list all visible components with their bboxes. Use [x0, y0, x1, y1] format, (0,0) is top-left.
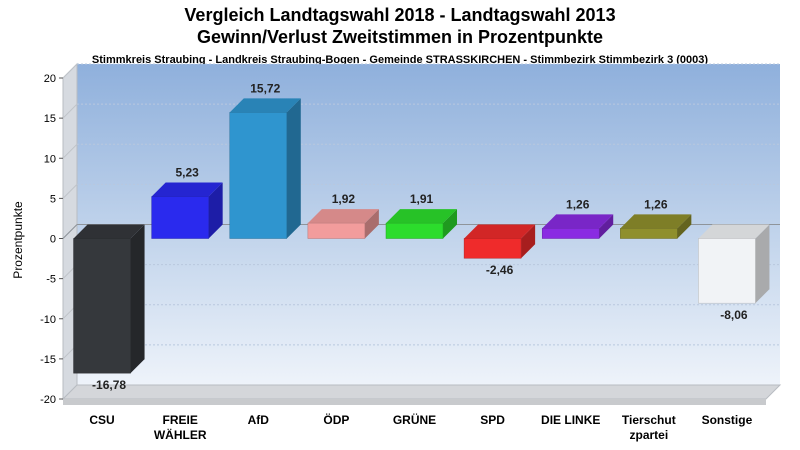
bar-top — [151, 182, 223, 197]
bar-side — [599, 214, 614, 239]
bar-side — [677, 214, 692, 239]
zero-line-side — [62, 224, 78, 239]
bar-front — [385, 222, 444, 239]
bar — [541, 214, 614, 239]
bar — [229, 98, 301, 239]
bar-front — [73, 238, 131, 374]
y-tick-label: -20 — [40, 394, 56, 406]
data-label: 5,23 — [175, 166, 199, 180]
bar-top — [464, 224, 536, 239]
x-tick-label-line: FREIE — [162, 413, 197, 427]
x-tick-label-line: WÄHLER — [154, 427, 207, 442]
y-tick-label: 5 — [50, 193, 56, 205]
x-tick-label-line: ÖDP — [323, 412, 349, 427]
bar-front — [698, 238, 756, 304]
x-tick-label: ÖDP — [323, 412, 349, 427]
x-tick-label-line: CSU — [89, 413, 114, 427]
x-tick-label: Sonstige — [702, 413, 753, 427]
y-tick-label: 10 — [44, 153, 56, 165]
bar-top — [307, 209, 379, 224]
x-tick-label: AfD — [248, 413, 270, 427]
bar-side — [130, 224, 145, 374]
gridline-side — [62, 184, 78, 199]
bar-front — [151, 196, 209, 239]
data-label: 1,26 — [644, 197, 668, 211]
y-tick-label: -5 — [46, 274, 56, 286]
bar-front — [541, 228, 600, 239]
chart-subtitle: Stimmkreis Straubing - Landkreis Straubi… — [91, 54, 709, 66]
chart-title-line-2: Gewinn/Verlust Zweitstimmen in Prozentpu… — [196, 27, 604, 47]
bar — [307, 209, 379, 239]
chart-title-line-1: Vergleich Landtagswahl 2018 - Landtagswa… — [184, 5, 616, 25]
data-label: 1,92 — [332, 192, 356, 206]
bar-side — [286, 98, 301, 239]
x-tick-label: CSU — [89, 413, 114, 427]
data-label: 1,26 — [566, 197, 590, 211]
x-tick-label: SPD — [480, 413, 505, 427]
bar-side — [755, 224, 770, 304]
gridline-side — [62, 143, 78, 159]
bar-top — [386, 209, 457, 224]
bar-front — [229, 112, 288, 239]
data-label: 15,72 — [250, 81, 280, 95]
y-tick-label: -10 — [40, 314, 56, 326]
x-tick-label: Tierschut zpartei — [622, 413, 676, 442]
y-tick-label: 20 — [44, 73, 56, 85]
x-tick-label-line: Sonstige — [702, 413, 753, 427]
x-tick-label-line: zpartei — [629, 428, 668, 442]
bar — [620, 214, 692, 239]
bar — [73, 224, 145, 374]
x-tick-label-line: DIE LINKE — [541, 413, 600, 427]
bar-front — [620, 228, 678, 239]
plot-floor-edge — [63, 399, 766, 405]
bar-front — [307, 222, 366, 239]
y-tick-label: -15 — [40, 354, 56, 366]
x-tick-label: FREIE WÄHLER — [154, 413, 207, 442]
bar-top — [620, 214, 692, 229]
x-tick-label: GRÜNE — [393, 412, 436, 427]
bar — [698, 224, 770, 304]
bar-top — [229, 98, 301, 113]
x-tick-label-line: Tierschut — [622, 413, 676, 427]
bar-side — [521, 224, 536, 259]
x-tick-label-line: SPD — [480, 413, 505, 427]
data-label: 1,91 — [410, 192, 434, 206]
y-tick-label: 15 — [44, 113, 56, 125]
bar-top — [698, 224, 770, 239]
x-tick-label-line: GRÜNE — [393, 412, 436, 427]
bar — [151, 182, 223, 239]
y-tick-label: 0 — [50, 234, 56, 246]
data-label: -16,78 — [92, 378, 126, 392]
bar-front — [463, 238, 522, 259]
gridline-side — [62, 103, 78, 119]
bar-side — [443, 209, 457, 239]
x-tick-label: DIE LINKE — [541, 413, 600, 427]
gridline-side — [62, 63, 78, 79]
bar — [385, 209, 457, 239]
plot-floor — [61, 384, 782, 400]
bar — [463, 224, 536, 259]
x-tick-label-line: AfD — [248, 413, 270, 427]
y-axis-label: Prozentpunkte — [11, 201, 25, 279]
bar-top — [542, 214, 614, 229]
chart-title: Vergleich Landtagswahl 2018 - Landtagswa… — [0, 4, 800, 48]
data-label: -2,46 — [486, 263, 514, 277]
bar-top — [73, 224, 145, 239]
bar-side — [208, 182, 223, 239]
data-label: -8,06 — [720, 308, 748, 322]
bar-side — [364, 209, 379, 239]
